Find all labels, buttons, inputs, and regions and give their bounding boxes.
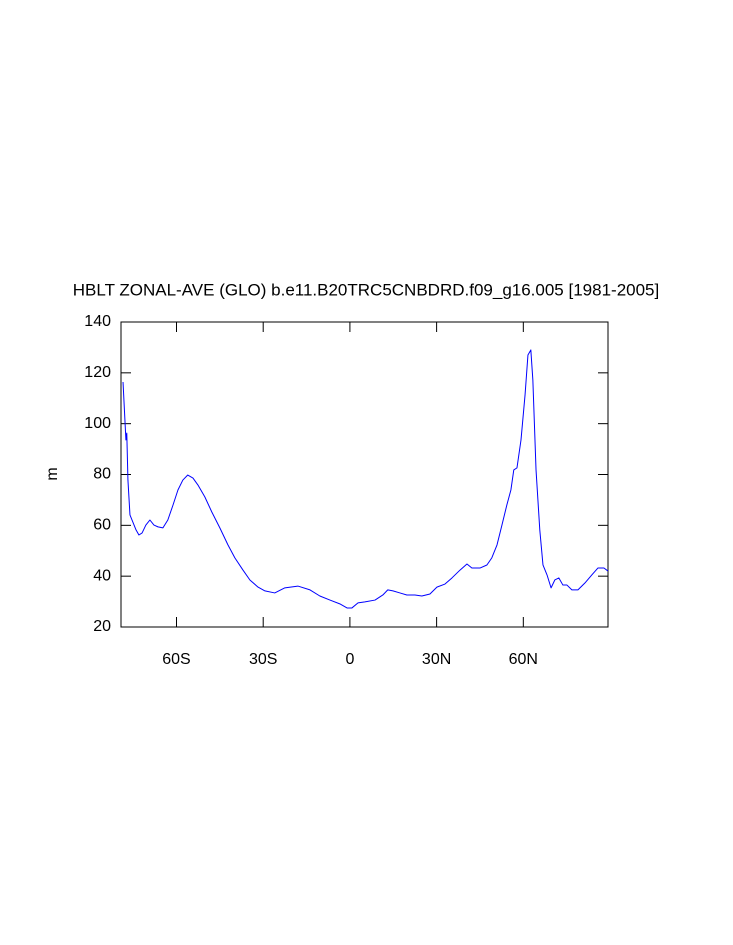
plot-frame <box>120 321 609 628</box>
y-tick-label: 140 <box>84 313 111 330</box>
y-tick-label: 20 <box>93 618 111 635</box>
x-tick-label: 60N <box>509 651 538 668</box>
y-tick-label: 40 <box>93 567 111 584</box>
y-tick-label: 80 <box>93 466 111 483</box>
chart-title: HBLT ZONAL-AVE (GLO) b.e11.B20TRC5CNBDRD… <box>73 280 659 299</box>
y-axis-label: m <box>44 467 61 480</box>
y-tick-label: 120 <box>84 364 111 381</box>
x-tick-label: 0 <box>345 651 354 668</box>
x-tick-label: 60S <box>162 651 190 668</box>
x-tick-label: 30S <box>249 651 277 668</box>
y-tick-label: 60 <box>93 517 111 534</box>
x-tick-label: 30N <box>422 651 451 668</box>
data-line <box>122 349 609 609</box>
y-tick-label: 100 <box>84 415 111 432</box>
